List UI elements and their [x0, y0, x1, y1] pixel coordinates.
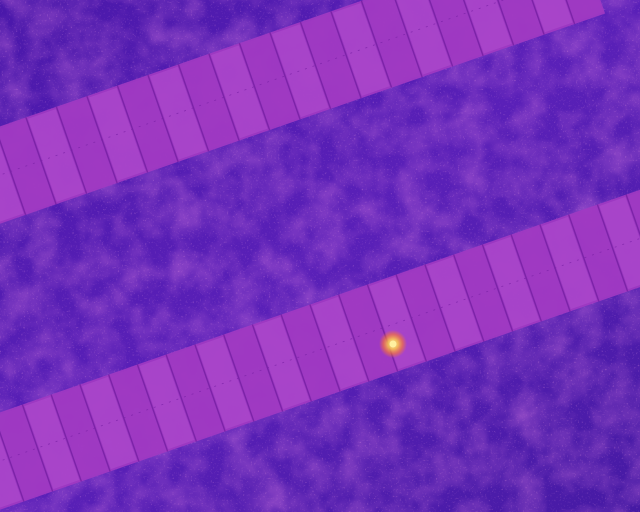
module-seam	[452, 0, 484, 57]
panel-module	[454, 0, 512, 54]
panel-module	[24, 396, 80, 490]
module-seam	[337, 294, 370, 382]
panel-module	[0, 130, 24, 224]
panel-module	[332, 3, 390, 96]
upper-panel-row	[0, 0, 606, 226]
module-seam	[482, 0, 515, 46]
module-seam	[596, 204, 629, 292]
module-seam	[299, 21, 332, 110]
panel-module	[302, 13, 360, 107]
panel-module	[168, 346, 224, 440]
panel-module	[53, 386, 109, 480]
module-seam	[330, 11, 362, 99]
module-seam	[567, 214, 600, 302]
panel-module	[0, 416, 22, 510]
module-seam	[21, 404, 54, 492]
panel-module	[393, 0, 451, 75]
module-seam	[391, 0, 423, 78]
panel-module	[424, 0, 482, 65]
hotspot	[379, 330, 407, 358]
panel-module	[180, 56, 238, 149]
module-seam	[208, 53, 240, 141]
module-seam	[280, 314, 313, 402]
module-seam	[309, 304, 341, 392]
panel-module	[599, 196, 640, 290]
module-seam	[165, 354, 198, 442]
panel-module	[340, 286, 396, 380]
panel-module	[311, 296, 367, 390]
panel-module	[196, 336, 252, 430]
panel-module	[484, 236, 540, 330]
module-seam	[177, 64, 210, 152]
row-center-seam	[0, 227, 640, 469]
module-seam	[50, 394, 83, 482]
module-seam	[481, 244, 514, 332]
module-seam	[510, 234, 543, 322]
panel-module	[363, 0, 421, 86]
module-seam	[0, 414, 25, 502]
hotspot-core	[389, 340, 397, 348]
module-seam	[421, 0, 454, 67]
panel-module	[426, 256, 482, 350]
module-seam	[424, 264, 456, 352]
module-seam	[136, 364, 169, 452]
module-seam	[452, 254, 485, 342]
module-seam	[625, 194, 640, 282]
module-seam	[360, 0, 393, 88]
panel-module	[283, 306, 339, 400]
module-seam	[513, 0, 545, 35]
lower-panel-row	[0, 184, 640, 512]
panel-module	[254, 316, 310, 410]
panel-module	[0, 406, 51, 500]
module-seam	[269, 32, 301, 120]
panel-module	[241, 34, 299, 128]
module-seam	[543, 0, 576, 25]
panel-module	[110, 366, 166, 460]
panel-module	[515, 0, 573, 33]
panel-module	[485, 0, 543, 43]
panel-module	[271, 24, 329, 118]
module-seam	[194, 344, 226, 432]
panel-module	[210, 45, 268, 139]
panel-module	[139, 356, 195, 450]
module-seam	[238, 42, 271, 131]
panel-module	[570, 206, 626, 300]
panel-module	[398, 266, 454, 360]
panel-module	[455, 246, 511, 340]
